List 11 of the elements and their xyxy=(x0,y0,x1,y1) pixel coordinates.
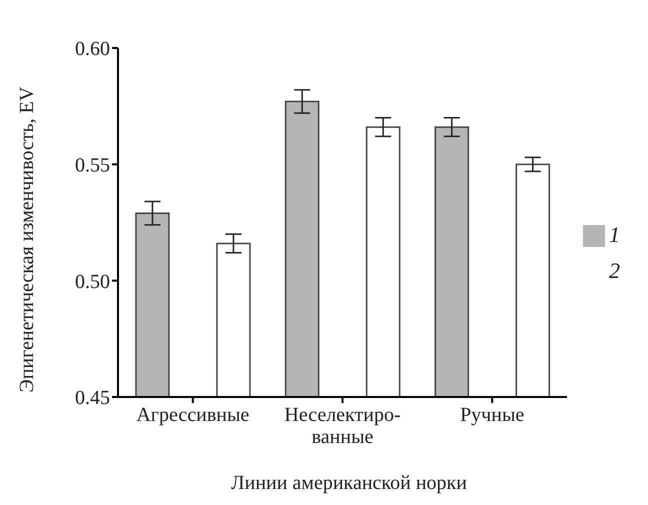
x-tick-label: Неселектиро- ванные xyxy=(284,404,401,448)
y-axis-title: Эпигенетическая изменчивость, EV xyxy=(16,86,38,392)
x-axis-title: Линии американской норки xyxy=(230,472,468,495)
y-tick-label: 0.60 xyxy=(75,38,110,60)
y-tick-label: 0.55 xyxy=(75,154,110,176)
legend-label: 1 xyxy=(609,222,620,246)
x-tick-label: Агрессивные xyxy=(136,404,250,426)
y-tick-label: 0.50 xyxy=(75,270,110,293)
y-tick-label: 0.45 xyxy=(75,387,110,410)
text: 2 xyxy=(609,258,620,282)
x-tick-label: Ручные xyxy=(460,404,524,426)
